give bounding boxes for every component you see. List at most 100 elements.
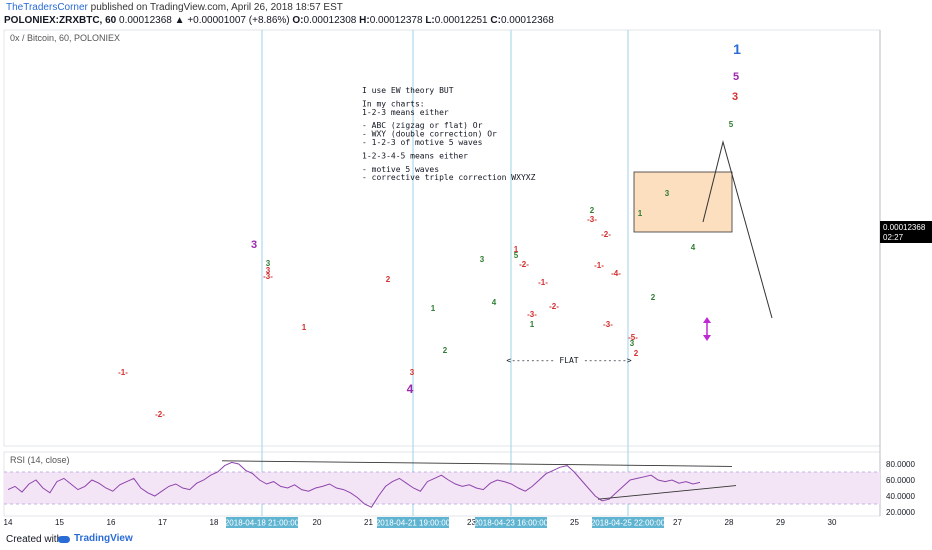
wave-label: 4 xyxy=(492,298,497,307)
created-with-text: Created with xyxy=(6,534,63,545)
rsi-trend-top xyxy=(221,460,733,467)
wave-label: -3- xyxy=(603,320,613,329)
wave-label: 2 xyxy=(386,275,391,284)
wave-label: 3 xyxy=(732,91,738,103)
wave-label: -1- xyxy=(538,278,548,287)
x-tick-label: 30 xyxy=(828,518,837,527)
x-tick-label: 15 xyxy=(55,518,64,527)
low-value: 0.00012251 xyxy=(434,15,488,26)
note-line: 1-2-3-4-5 means either xyxy=(362,151,468,160)
change-label: 0.00012368 ▲ +0.00001007 (+8.86%) xyxy=(119,15,290,26)
price-pane xyxy=(3,29,881,447)
publish-text: published on TradingView.com, April 26, … xyxy=(90,2,343,13)
date-badge-label: 2018-04-18 21:00:00 xyxy=(225,519,300,528)
wave-label: -3- xyxy=(263,272,273,281)
date-badge xyxy=(475,517,547,528)
wave-label: -2- xyxy=(155,410,165,419)
tradingview-brand[interactable]: TradingView xyxy=(74,533,133,544)
note-line: 1-2-3 means either xyxy=(362,108,449,117)
date-badge-label: 2018-04-23 16:00:00 xyxy=(474,519,549,528)
x-tick-label: 23 xyxy=(467,518,476,527)
wave-label: 5 xyxy=(729,120,734,129)
wave-label: 1 xyxy=(530,320,535,329)
note-line: - ABC (zigzag or flat) Or xyxy=(362,121,483,130)
x-tick-label: 29 xyxy=(776,518,785,527)
date-badge-label: 2018-04-25 22:00:00 xyxy=(591,519,666,528)
note-line: - 1-2-3 of motive 5 waves xyxy=(362,138,483,147)
target-box xyxy=(633,171,733,233)
note-line: I use EW theory BUT xyxy=(362,86,454,95)
rsi-line xyxy=(7,461,701,508)
wave-label: 1 xyxy=(733,41,741,57)
rsi-band xyxy=(4,472,880,504)
x-tick-label: 16 xyxy=(107,518,116,527)
wave-label: 3 xyxy=(251,239,257,251)
wave-label: -2- xyxy=(519,260,529,269)
chart-title: 0x / Bitcoin, 60, POLONIEX xyxy=(10,33,120,43)
x-tick-label: 28 xyxy=(725,518,734,527)
wave-label: 3 xyxy=(410,368,415,377)
wave-label: 1 xyxy=(638,209,643,218)
x-tick-label: 14 xyxy=(4,518,13,527)
footer: Created with TradingView xyxy=(0,530,932,550)
wave-label: -1- xyxy=(594,261,604,270)
date-badge xyxy=(592,517,664,528)
publish-info: TheTradersCorner published on TradingVie… xyxy=(6,2,343,13)
wave-label: 3 xyxy=(630,339,635,348)
last-price-label: 0.00012368 xyxy=(883,223,926,232)
low-key: L: xyxy=(425,15,435,26)
open-key: O: xyxy=(292,15,304,26)
wave-label: 3 xyxy=(665,189,670,198)
rsi-label: RSI (14, close) xyxy=(10,455,70,465)
last-price-badge xyxy=(880,221,932,243)
note-line: In my charts: xyxy=(362,99,425,108)
close-value: 0.00012368 xyxy=(500,15,554,26)
wave-label: -3- xyxy=(527,310,537,319)
projection-path xyxy=(702,140,773,319)
arrow-head-up xyxy=(703,317,711,323)
wave-label: 1 xyxy=(514,245,519,254)
wave-label: -5- xyxy=(628,333,638,342)
wave-label: -2- xyxy=(549,302,559,311)
note-line: - motive 5 waves xyxy=(362,165,439,174)
wave-label: 3 xyxy=(480,255,485,264)
high-key: H: xyxy=(359,15,370,26)
rsi-trend-bottom xyxy=(597,485,737,500)
countdown-label: 02:27 xyxy=(883,233,904,242)
wave-label: 1 xyxy=(431,304,436,313)
author-link[interactable]: TheTradersCorner xyxy=(6,2,88,13)
wave-label: 3 xyxy=(266,259,271,268)
symbol-label: POLONIEX:ZRXBTC, 60 xyxy=(4,15,117,26)
x-tick-label: 27 xyxy=(673,518,682,527)
wave-label: 5 xyxy=(514,251,519,260)
note-line: - corrective triple correction WXYXZ xyxy=(362,173,536,182)
rsi-y-tick-label: 60.0000 xyxy=(886,476,915,485)
price-chart[interactable]: 0x / Bitcoin, 60, POLONIEX14151617181920… xyxy=(0,0,932,530)
date-badge-label: 2018-04-21 19:00:00 xyxy=(376,519,451,528)
wave-label: 2 xyxy=(590,206,595,215)
arrow-head-down xyxy=(703,335,711,341)
wave-label: -4- xyxy=(611,269,621,278)
wave-label: 5 xyxy=(733,71,739,83)
rsi-y-tick-label: 40.0000 xyxy=(886,492,915,501)
wave-label: -1- xyxy=(118,368,128,377)
note-line: - WXY (double correction) Or xyxy=(362,130,497,139)
wave-label: -2- xyxy=(601,230,611,239)
x-tick-label: 17 xyxy=(158,518,167,527)
wave-label: 1 xyxy=(302,323,307,332)
open-value: 0.00012308 xyxy=(303,15,357,26)
wave-label: 2 xyxy=(634,349,639,358)
wave-label: 2 xyxy=(443,346,448,355)
rsi-y-tick-label: 20.0000 xyxy=(886,508,915,517)
x-tick-label: 20 xyxy=(313,518,322,527)
date-badge xyxy=(226,517,298,528)
wave-label: -3- xyxy=(587,215,597,224)
flat-label: <--------- FLAT ---------> xyxy=(506,356,631,365)
chart-header: TheTradersCorner published on TradingVie… xyxy=(0,0,932,30)
wave-label: 3 xyxy=(266,266,271,275)
x-tick-label: 18 xyxy=(210,518,219,527)
date-badge xyxy=(377,517,449,528)
x-tick-label: 21 xyxy=(364,518,373,527)
wave-label: 2 xyxy=(651,293,656,302)
ohlc-line: POLONIEX:ZRXBTC, 60 0.00012368 ▲ +0.0000… xyxy=(4,15,554,26)
